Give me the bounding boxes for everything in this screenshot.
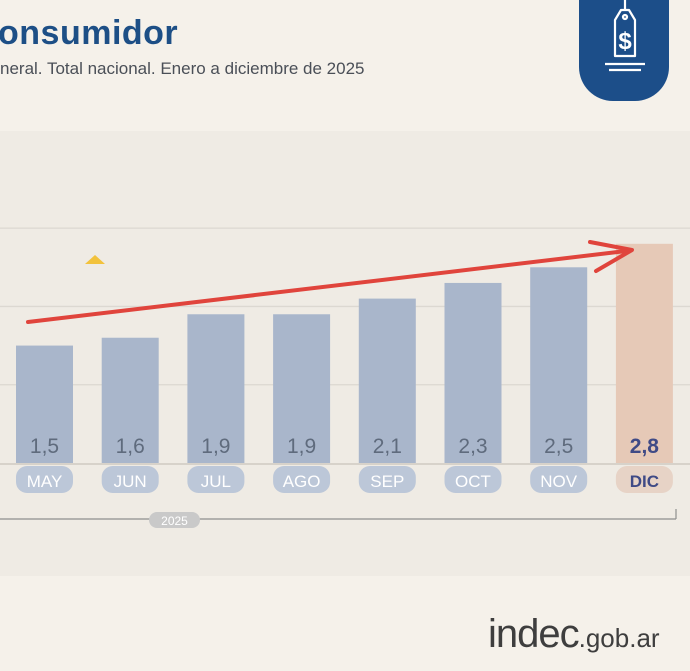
bar <box>187 314 245 463</box>
category-pill <box>273 466 331 493</box>
bar <box>615 243 673 463</box>
bar <box>101 337 159 463</box>
bar-value-label: 2,5 <box>544 435 573 458</box>
indec-logo: indec.gob.ar <box>488 612 660 657</box>
x-tick-label: NOV <box>540 472 578 491</box>
bar-value-label: 2,3 <box>458 435 487 458</box>
svg-text:$: $ <box>618 28 632 55</box>
year-pill <box>149 512 200 528</box>
bar-value-label: 2,1 <box>373 435 402 458</box>
logo-main: indec <box>488 612 580 656</box>
bar <box>530 267 588 463</box>
year-label: 2025 <box>161 514 188 528</box>
bar-value-label: 1,5 <box>30 435 59 458</box>
x-tick-label: MAY <box>27 472 63 491</box>
x-tick-label: SEP <box>370 472 404 491</box>
x-tick-label: OCT <box>455 472 491 491</box>
badge: $ <box>579 0 669 101</box>
price-tag-dollar-icon: $ <box>605 0 645 72</box>
category-pill <box>16 466 73 493</box>
chart-panel: 1,5 MAY 1,6 JUN 1,9 JUL 1,9 AGO 2,1 SEP 2,3 OCT 2,5 N… <box>0 131 690 576</box>
bar <box>358 298 416 463</box>
page-title: onsumidor <box>0 14 179 52</box>
bar-value-label: 2,8 <box>630 435 660 458</box>
ipc-bar-chart: 1,5 MAY 1,6 JUN 1,9 JUL 1,9 AGO 2,1 SEP 2,3 OCT 2,5 N… <box>0 227 690 528</box>
bar-value-label: 1,6 <box>116 435 145 458</box>
decorative-triangle <box>85 255 105 264</box>
trend-arrow-head <box>588 240 634 273</box>
x-tick-label: DIC <box>630 472 659 491</box>
category-pill <box>530 466 588 493</box>
trend-arrow-shaft <box>26 249 628 324</box>
bar <box>273 314 331 463</box>
x-tick-label: JUN <box>114 472 147 491</box>
category-pill <box>187 466 245 493</box>
bar-value-label: 1,9 <box>287 435 316 458</box>
category-pill <box>101 466 159 493</box>
page-subtitle: neral. Total nacional. Enero a diciembre… <box>0 59 365 78</box>
bar <box>16 345 73 463</box>
bar-value-label: 1,9 <box>201 435 230 458</box>
category-pill <box>444 466 502 493</box>
bar <box>444 282 502 463</box>
category-pill <box>358 466 416 493</box>
logo-tld: .gob.ar <box>578 623 660 653</box>
category-pill <box>615 466 673 493</box>
x-tick-label: JUL <box>201 472 231 491</box>
x-tick-label: AGO <box>283 472 321 491</box>
